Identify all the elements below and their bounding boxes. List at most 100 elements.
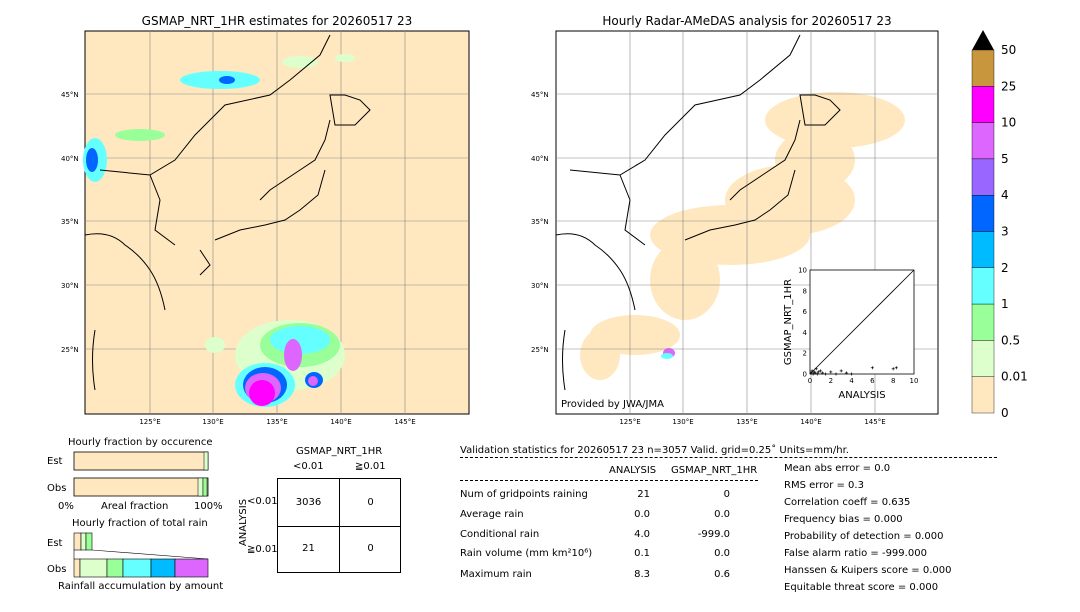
scatter-point xyxy=(809,371,813,375)
score-line: Correlation coeff = 0.635 xyxy=(784,497,911,508)
stat-analysis: 0.1 xyxy=(634,548,650,559)
scatter-ylabel: GSMAP_NRT_1HR xyxy=(783,279,794,365)
colorbar-label: 2 xyxy=(1001,261,1009,275)
scatter-point xyxy=(834,372,838,376)
colorbar-swatch xyxy=(971,194,995,232)
occ-label-obs: Obs xyxy=(47,483,67,494)
scatter-point xyxy=(894,366,898,370)
scatter-xtick: 10 xyxy=(910,377,919,385)
left-lat-label: 30°N xyxy=(61,282,79,290)
scatter-point xyxy=(844,371,848,375)
map-credit: Provided by JWA/JMA xyxy=(561,399,664,410)
left-lon-label: 145°E xyxy=(394,418,415,426)
left-lon-label: 130°E xyxy=(202,418,223,426)
left-lon-label: 140°E xyxy=(330,418,351,426)
right-lat-label: 25°N xyxy=(531,346,549,354)
stat-analysis: 8.3 xyxy=(634,569,650,580)
occ-label-est: Est xyxy=(47,456,63,467)
contingency-row-label: <0.01 xyxy=(247,496,278,507)
colorbar-swatch xyxy=(971,158,995,196)
colorbar-swatch xyxy=(971,340,995,377)
stat-analysis: 21 xyxy=(637,489,650,500)
scatter-point xyxy=(824,372,828,376)
validation-divider xyxy=(460,457,997,458)
scatter-point xyxy=(850,372,854,376)
contingency-cell: 3036 xyxy=(295,497,322,508)
right-lon-label: 140°E xyxy=(800,418,821,426)
radar-coverage xyxy=(580,92,905,380)
validation-table-divider xyxy=(460,480,758,481)
scatter-ytick: 0 xyxy=(803,371,807,379)
score-line: Equitable threat score = 0.000 xyxy=(784,582,939,593)
colorbar-label: 50 xyxy=(1001,43,1016,57)
right-lat-label: 35°N xyxy=(531,218,549,226)
stat-label: Num of gridpoints raining xyxy=(460,489,588,500)
right-lon-label: 130°E xyxy=(672,418,693,426)
scatter-point xyxy=(813,371,817,375)
rain-label-obs: Obs xyxy=(47,564,67,575)
stat-gsmap: -999.0 xyxy=(697,529,730,540)
scatter-ytick: 4 xyxy=(803,329,808,337)
scatter-point xyxy=(816,370,820,374)
validation-col-gsmap: GSMAP_NRT_1HR xyxy=(671,465,758,476)
left-lat-label: 40°N xyxy=(61,155,79,163)
occ-xlabel: Areal fraction xyxy=(101,501,169,512)
score-line: RMS error = 0.3 xyxy=(784,480,864,491)
colorbar-label: 0.01 xyxy=(1001,370,1028,384)
scatter-xtick: 2 xyxy=(829,377,833,385)
colorbar-extend-arrow xyxy=(972,30,994,50)
scatter-point xyxy=(829,370,833,374)
colorbar-swatch xyxy=(971,86,995,123)
scatter-xtick: 6 xyxy=(870,377,875,385)
scatter-ytick: 2 xyxy=(803,350,807,358)
colorbar-label: 10 xyxy=(1001,116,1016,130)
scatter-point xyxy=(891,367,895,371)
left-lon-label: 125°E xyxy=(139,418,160,426)
stat-label: Conditional rain xyxy=(460,529,540,540)
right-lat-label: 40°N xyxy=(531,155,549,163)
right-lon-label: 145°E xyxy=(864,418,885,426)
validation-col-analysis: ANALYSIS xyxy=(609,465,657,476)
right-map-title: Hourly Radar-AMeDAS analysis for 2026051… xyxy=(602,14,892,28)
occ-tick-0: 0% xyxy=(58,501,74,512)
colorbar-swatch xyxy=(971,231,995,268)
score-line: False alarm ratio = -999.000 xyxy=(784,548,927,559)
score-line: Frequency bias = 0.000 xyxy=(784,514,903,525)
rain-label-est: Est xyxy=(47,538,63,549)
scatter-ytick: 10 xyxy=(798,267,807,275)
scatter-point xyxy=(870,366,874,370)
scatter-point xyxy=(815,372,819,376)
stat-gsmap: 0.0 xyxy=(714,548,730,559)
scatter-point xyxy=(820,371,824,375)
colorbar-label: 3 xyxy=(1001,225,1009,239)
total-rain-bars xyxy=(73,532,209,578)
left-lat-labels: 45°N 40°N 35°N 30°N 25°N xyxy=(61,91,79,354)
occurrence-bars xyxy=(73,451,209,497)
occ-tick-100: 100% xyxy=(194,501,223,512)
total-rain-title: Hourly fraction of total rain xyxy=(72,518,208,529)
contingency-cell: 0 xyxy=(367,497,374,508)
colorbar-swatch xyxy=(971,49,995,87)
left-lat-label: 45°N xyxy=(61,91,79,99)
colorbar-swatch xyxy=(971,376,995,414)
left-rain-field xyxy=(83,54,355,407)
stat-label: Rain volume (mm km²10⁶) xyxy=(460,548,593,559)
right-lat-label: 45°N xyxy=(531,91,549,99)
colorbar-swatch xyxy=(971,267,995,305)
scatter-ytick: 6 xyxy=(803,308,808,316)
colorbar-label: 0.5 xyxy=(1001,333,1020,347)
stat-analysis: 4.0 xyxy=(634,529,650,540)
colorbar: 50 25 10 5 4 3 2 1 0.5 0.01 0 xyxy=(971,30,1028,420)
scatter-point xyxy=(818,369,822,373)
scatter-xtick: 8 xyxy=(891,377,895,385)
right-lat-label: 30°N xyxy=(531,282,549,290)
left-lat-label: 35°N xyxy=(61,218,79,226)
contingency-cell: 21 xyxy=(302,543,315,554)
left-lat-label: 25°N xyxy=(61,346,79,354)
contingency-cell: 0 xyxy=(367,543,374,554)
right-lon-label: 135°E xyxy=(736,418,757,426)
colorbar-label: 25 xyxy=(1001,79,1016,93)
left-map: 45°N 40°N 35°N 30°N 25°N 125°E 130°E 135… xyxy=(61,30,470,426)
stat-label: Maximum rain xyxy=(460,569,532,580)
scatter-point xyxy=(810,369,814,373)
